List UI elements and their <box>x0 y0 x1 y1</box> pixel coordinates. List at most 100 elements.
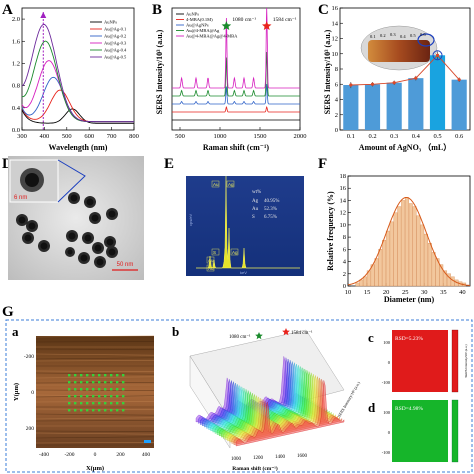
mapping-point <box>116 381 119 384</box>
scale-marker <box>144 440 151 443</box>
eds-table: Ag 40.95% Au 52.3% S 6.75% <box>252 199 279 220</box>
x-tick-label-a: 300 <box>17 133 27 140</box>
plot-frame-b <box>171 7 301 131</box>
x-tick-label-f: 40 <box>459 289 466 296</box>
nanoparticle-core <box>28 222 36 230</box>
mapping-point <box>74 381 77 384</box>
mapping-point <box>86 381 89 384</box>
element-box <box>226 180 235 188</box>
x-tick-label-f: 10 <box>345 289 352 296</box>
vial-photo-inset: 0.1 0.2 0.3 0.4 0.5 0.6 <box>360 25 438 71</box>
histogram-bar-f <box>424 233 428 287</box>
mapping-point <box>104 402 107 405</box>
x-tick-label-gb: 1400 <box>275 455 286 460</box>
x-tick-label-gb: 1600 <box>297 454 308 459</box>
panel-d: D 6 nm 50 nm <box>2 156 144 280</box>
mapping-point <box>68 388 71 391</box>
trend-point-c <box>370 82 375 86</box>
bar-c <box>451 79 467 130</box>
wood-stripe <box>35 376 155 379</box>
wood-stripe <box>35 436 155 439</box>
colorbar-d <box>451 399 459 463</box>
panel-c: C SERS Intensity/10³ (a.u.) 0.1 0.2 0.3 0.4… <box>318 2 471 152</box>
y-tick-label-a: 0.0 <box>12 127 20 134</box>
nanoparticle-core <box>96 258 104 266</box>
eds-element: S <box>252 215 255 220</box>
histogram-bar-f <box>355 282 360 287</box>
nanoparticles <box>16 192 118 268</box>
trend-point-c <box>349 83 353 87</box>
mapping-point <box>92 409 95 412</box>
x-tick-label-a: 400 <box>40 133 50 140</box>
mapping-point <box>116 402 119 405</box>
y-tick-label-f: 0 <box>343 283 346 290</box>
y-tick-label-f: 14 <box>340 197 347 204</box>
x-tick-label-b: 2000 <box>294 133 307 140</box>
x-tick-label-b: 500 <box>175 133 185 140</box>
series-line-b <box>172 105 300 113</box>
nanoparticle-core <box>67 249 73 255</box>
series-line-b <box>172 51 300 97</box>
legend-label-a: Au@Ag-0.4 <box>104 48 127 53</box>
y-tick-label-heatmap: -100 <box>382 380 391 385</box>
legend-label-a: Au@Ag-0.3 <box>104 41 127 46</box>
y-tick-label-heatmap: 0 <box>388 430 391 435</box>
element-label: Ag <box>232 250 238 255</box>
y-tick-label-c: 16 <box>332 5 339 12</box>
bar-c <box>386 82 402 130</box>
nanoparticle-core <box>86 198 94 206</box>
histogram-bar-f <box>420 224 425 287</box>
trend-point-c <box>392 81 396 85</box>
nanoparticle-core <box>94 244 102 252</box>
x-axis-label-a: Wavelength (nm) <box>49 143 108 152</box>
wood-stripe <box>35 372 155 375</box>
vial-label: 0.1 <box>370 34 376 39</box>
rsd-label-d: RSD=4.98% <box>395 406 423 412</box>
element-box <box>211 180 220 188</box>
x-tick-label-c: 0.2 <box>368 133 376 140</box>
mapping-point <box>74 402 77 405</box>
mapping-points <box>68 374 151 443</box>
panel-g-border <box>5 319 473 473</box>
wood-stripe <box>35 341 155 343</box>
histogram-bar-f <box>431 252 436 287</box>
panel-letter-b: B <box>152 2 162 18</box>
y-tick-label-a: 2.0 <box>12 16 20 23</box>
nanoparticle-core <box>18 216 26 224</box>
wood-stripe <box>35 442 155 444</box>
mapping-point <box>98 395 101 398</box>
plot-area-c: 0 2 4 6 8 10 12 14 16 0.1 0.2 0.3 0.4 0.5 0.6 <box>332 5 467 140</box>
peak-label-gb: 1584 cm⁻¹ <box>291 330 313 336</box>
mapping-point <box>104 395 107 398</box>
mapping-point <box>116 395 119 398</box>
wood-stripe <box>35 417 155 420</box>
mapping-point <box>80 395 83 398</box>
x-tick-label-f: 15 <box>364 289 371 296</box>
x-tick-label-c: 0.3 <box>390 133 398 140</box>
mapping-point <box>74 388 77 391</box>
mapping-point <box>110 409 113 412</box>
nanoparticle-core <box>106 238 114 246</box>
mapping-point <box>116 409 119 412</box>
bar-c <box>429 55 446 130</box>
histogram-bar-f <box>408 203 413 287</box>
element-label: Au <box>213 182 219 187</box>
zoom-lines <box>57 159 86 203</box>
element-label: Au <box>208 266 214 271</box>
y-tick-label-c: 0 <box>335 127 338 134</box>
nanoparticle-core <box>80 254 88 262</box>
mapping-point <box>74 409 77 412</box>
y-tick-label-f: 12 <box>340 210 347 217</box>
rsd-label-c: RSD=5.23% <box>395 336 423 342</box>
mapping-point <box>104 381 107 384</box>
nanoparticle-core <box>68 232 76 240</box>
mapping-point <box>80 409 83 412</box>
legend-label-b: AuNPs <box>186 12 199 17</box>
panel-letter-gb: b <box>172 324 179 339</box>
vial-label: 0.5 <box>410 33 416 38</box>
y-axis-label-ga: Y(μm) <box>13 383 20 401</box>
series-line-a <box>21 23 134 123</box>
wood-stripe <box>35 357 155 360</box>
wood-stripe <box>35 370 155 372</box>
